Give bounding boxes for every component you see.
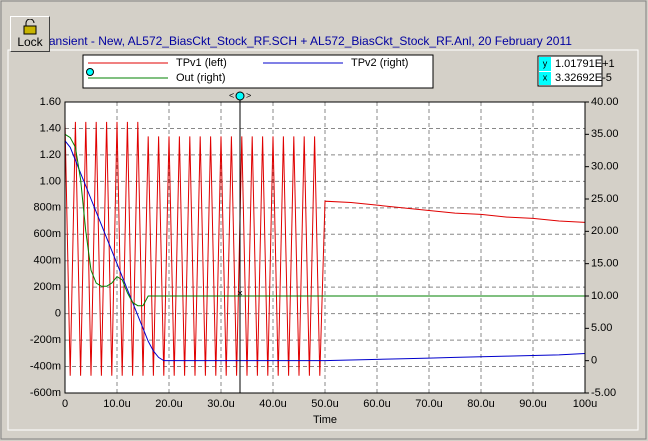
legend: [82, 54, 434, 89]
x-tick-label: 60.0u: [363, 398, 391, 410]
readout-x-value: 3.32692E-5: [555, 72, 612, 84]
y2-tick-label: 10.00: [591, 290, 619, 302]
y-tick-label: 800m: [33, 202, 61, 214]
y2-tick-label: -5.00: [591, 387, 616, 399]
y-tick-label: -600m: [30, 387, 61, 399]
readout-key: [539, 72, 551, 85]
legend-label: Out (right): [176, 72, 226, 84]
cursor-arrow: >: [246, 90, 251, 100]
readout-key: [539, 57, 551, 71]
cursor-handle[interactable]: [235, 91, 245, 101]
y-tick-label: 600m: [33, 228, 61, 240]
x-axis-label: Time: [313, 414, 337, 426]
legend-label: TPv1 (left): [176, 57, 227, 69]
x-tick-label: 90.0u: [519, 398, 547, 410]
readout-y-value: 1.01791E+1: [555, 58, 615, 70]
series-line: [64, 140, 586, 362]
y-tick-label: 1.40: [40, 122, 61, 134]
y2-tick-label: 35.00: [591, 128, 619, 140]
x-tick-label: 40.0u: [259, 398, 287, 410]
y2-tick-label: 5.00: [591, 322, 612, 334]
legend-label: TPv2 (right): [351, 57, 408, 69]
readout-x-label: x: [543, 72, 548, 82]
x-tick-label: 50.0u: [311, 398, 339, 410]
series-line: [64, 121, 586, 376]
y-tick-label: 0: [55, 308, 61, 320]
y-tick-label: -200m: [30, 334, 61, 346]
series-line: [64, 133, 585, 307]
cursor-point: ×: [237, 289, 243, 300]
cursor-arrow: <: [229, 90, 234, 100]
panel: [7, 49, 639, 431]
x-tick-label: 30.0u: [207, 398, 235, 410]
y-tick-label: 1.00: [40, 175, 61, 187]
lock-button[interactable]: Lock: [10, 16, 50, 52]
y-tick-label: 1.60: [40, 96, 61, 108]
y2-tick-label: 30.00: [591, 161, 619, 173]
x-tick-label: 70.0u: [415, 398, 443, 410]
chart-title: Transient - New, AL572_BiasCkt_Stock_RF.…: [38, 34, 572, 48]
x-tick-label: 10.0u: [103, 398, 131, 410]
x-tick-label: 20.0u: [155, 398, 183, 410]
y2-tick-label: 25.00: [591, 193, 619, 205]
y2-tick-label: 15.00: [591, 258, 619, 270]
x-tick-label: 100u: [573, 398, 597, 410]
y-tick-label: 400m: [33, 255, 61, 267]
y2-tick-label: 20.00: [591, 225, 619, 237]
x-tick-label: 0: [62, 398, 68, 410]
y2-tick-label: 0: [591, 355, 597, 367]
lock-label: Lock: [17, 35, 43, 49]
legend-marker: [86, 68, 94, 76]
plot-area: [65, 102, 585, 393]
y-tick-label: 1.20: [40, 149, 61, 161]
y2-tick-label: 40.00: [591, 96, 619, 108]
x-tick-label: 80.0u: [467, 398, 495, 410]
y-tick-label: -400m: [30, 360, 61, 372]
y-tick-label: 200m: [33, 281, 61, 293]
readout-y-label: y: [543, 58, 548, 68]
plot-border: [64, 101, 586, 394]
lock-icon: [23, 19, 37, 35]
